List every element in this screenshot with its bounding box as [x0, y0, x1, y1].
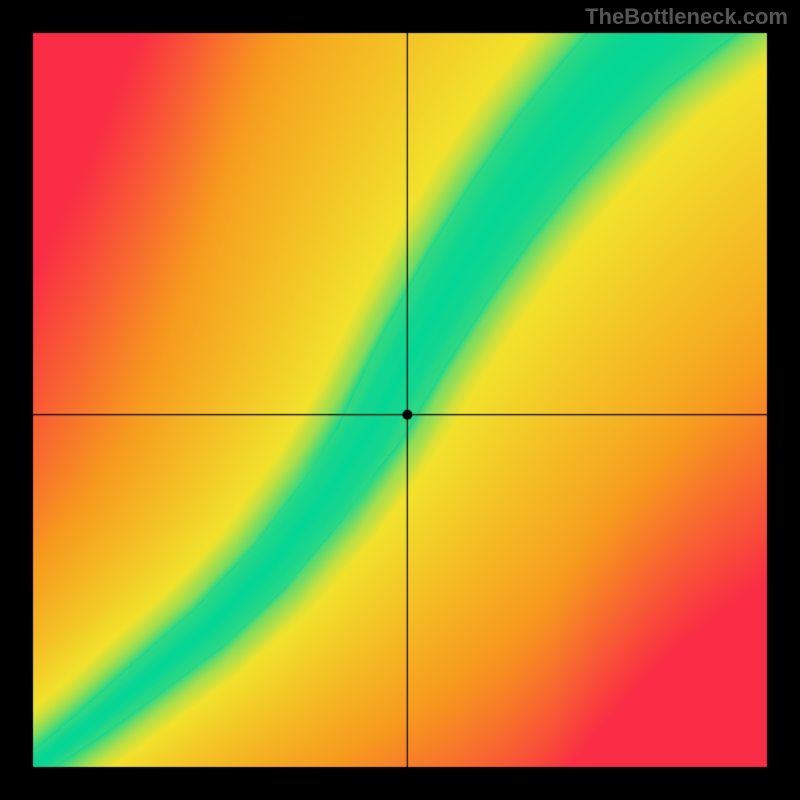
chart-container: TheBottleneck.com: [0, 0, 800, 800]
attribution-text: TheBottleneck.com: [585, 4, 788, 30]
heatmap-canvas: [0, 0, 800, 800]
